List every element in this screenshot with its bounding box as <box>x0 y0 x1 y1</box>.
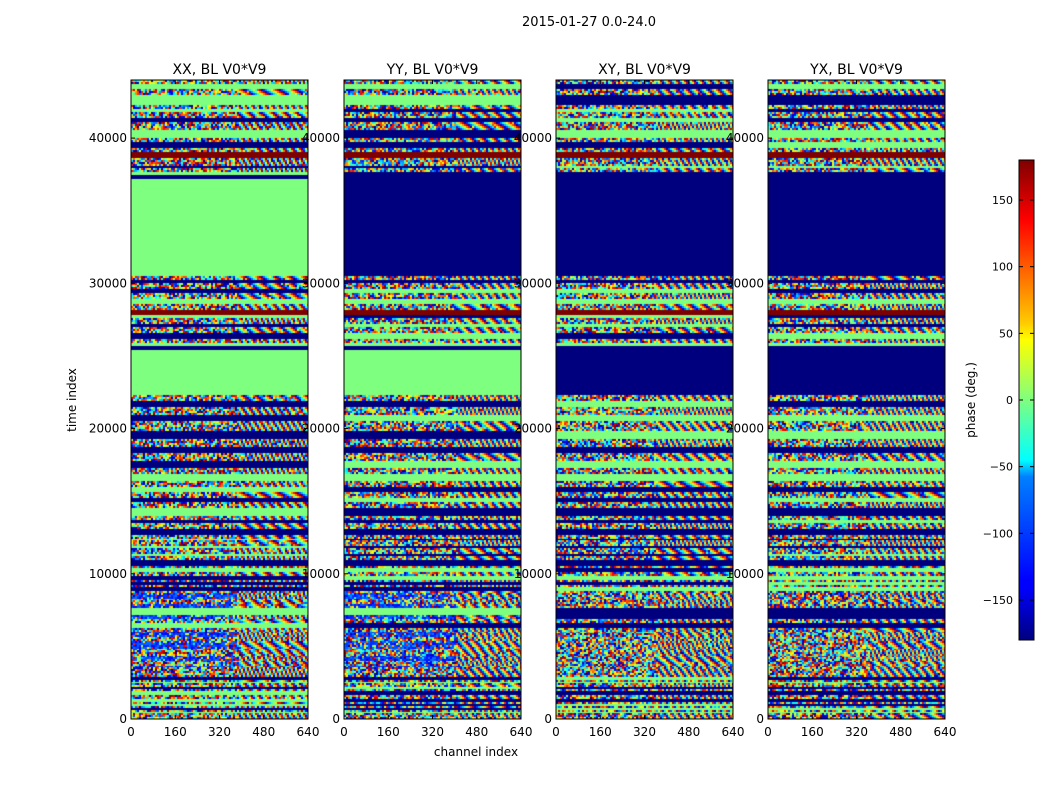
panel-heatmap-2 <box>556 80 733 719</box>
colorbar-tick-label-3: 0 <box>1006 394 1013 407</box>
panel-title-0: XX, BL V0*V9 <box>173 62 267 78</box>
y-tick-label-3-2: 20000 <box>726 422 764 436</box>
colorbar-tick-label-0: −150 <box>983 594 1013 607</box>
x-tick-label-0-3: 480 <box>252 725 275 739</box>
y-tick-label-2-1: 10000 <box>514 567 552 581</box>
y-tick-label-1-2: 20000 <box>302 422 340 436</box>
panel-heatmap-3 <box>768 80 945 719</box>
x-tick-label-0-0: 0 <box>127 725 135 739</box>
y-tick-label-3-0: 0 <box>756 712 764 726</box>
y-tick-label-0-4: 40000 <box>89 131 127 145</box>
panel-heatmap-1 <box>344 80 521 719</box>
x-tick-label-3-2: 320 <box>845 725 868 739</box>
y-tick-label-2-4: 40000 <box>514 131 552 145</box>
colorbar: −150 −100 −50 0 50 100 150 phase (deg.) <box>964 159 1035 641</box>
x-tick-label-2-3: 480 <box>677 725 700 739</box>
panel-heatmap-0 <box>131 80 308 719</box>
x-tick-label-0-4: 640 <box>297 725 320 739</box>
panel-2: XY, BL V0*V9 0 160 320 480 640 0 10000 20000 3000… <box>514 62 745 739</box>
panel-title-1: YY, BL V0*V9 <box>386 62 479 78</box>
y-tick-label-2-3: 30000 <box>514 276 552 290</box>
x-tick-label-3-3: 480 <box>889 725 912 739</box>
y-tick-label-3-1: 10000 <box>726 567 764 581</box>
panel-title-3: YX, BL V0*V9 <box>809 62 903 78</box>
panels: XX, BL V0*V9 0 160 320 480 640 0 10000 20000 3000… <box>89 62 957 739</box>
x-tick-label-2-0: 0 <box>552 725 560 739</box>
x-tick-label-2-4: 640 <box>722 725 745 739</box>
panel-0: XX, BL V0*V9 0 160 320 480 640 0 10000 20000 3000… <box>89 62 320 739</box>
panel-title-2: XY, BL V0*V9 <box>598 62 691 78</box>
x-tick-label-1-0: 0 <box>340 725 348 739</box>
figure-suptitle: 2015-01-27 0.0-24.0 <box>522 15 656 30</box>
colorbar-label: phase (deg.) <box>964 362 978 438</box>
y-tick-label-3-3: 30000 <box>726 276 764 290</box>
x-tick-label-2-1: 160 <box>589 725 612 739</box>
colorbar-tick-label-6: 150 <box>992 194 1013 207</box>
x-tick-label-3-0: 0 <box>764 725 772 739</box>
colorbar-tick-label-2: −50 <box>990 461 1013 474</box>
panel-1: YY, BL V0*V9 0 160 320 480 640 0 10000 20000 3000… <box>302 62 533 739</box>
y-tick-label-0-0: 0 <box>119 712 127 726</box>
y-tick-label-0-3: 30000 <box>89 276 127 290</box>
x-tick-label-1-1: 160 <box>377 725 400 739</box>
y-tick-label-2-2: 20000 <box>514 422 552 436</box>
x-tick-label-0-1: 160 <box>164 725 187 739</box>
colorbar-tick-label-5: 100 <box>992 261 1013 274</box>
colorbar-tick-label-4: 50 <box>999 327 1013 340</box>
y-axis-label: time index <box>65 368 79 432</box>
x-tick-label-3-4: 640 <box>934 725 957 739</box>
y-tick-label-2-0: 0 <box>544 712 552 726</box>
y-tick-label-1-3: 30000 <box>302 276 340 290</box>
x-tick-label-1-4: 640 <box>510 725 533 739</box>
x-tick-label-2-2: 320 <box>633 725 656 739</box>
x-tick-label-1-3: 480 <box>465 725 488 739</box>
x-axis-label: channel index <box>434 745 518 759</box>
y-tick-label-0-2: 20000 <box>89 422 127 436</box>
y-tick-label-3-4: 40000 <box>726 131 764 145</box>
x-tick-label-1-2: 320 <box>421 725 444 739</box>
colorbar-tick-label-1: −100 <box>983 527 1013 540</box>
y-tick-label-0-1: 10000 <box>89 567 127 581</box>
y-tick-label-1-0: 0 <box>332 712 340 726</box>
y-tick-label-1-1: 10000 <box>302 567 340 581</box>
x-tick-label-0-2: 320 <box>208 725 231 739</box>
panel-3: YX, BL V0*V9 0 160 320 480 640 0 10000 20000 3000… <box>726 62 957 739</box>
x-tick-label-3-1: 160 <box>801 725 824 739</box>
y-tick-label-1-4: 40000 <box>302 131 340 145</box>
